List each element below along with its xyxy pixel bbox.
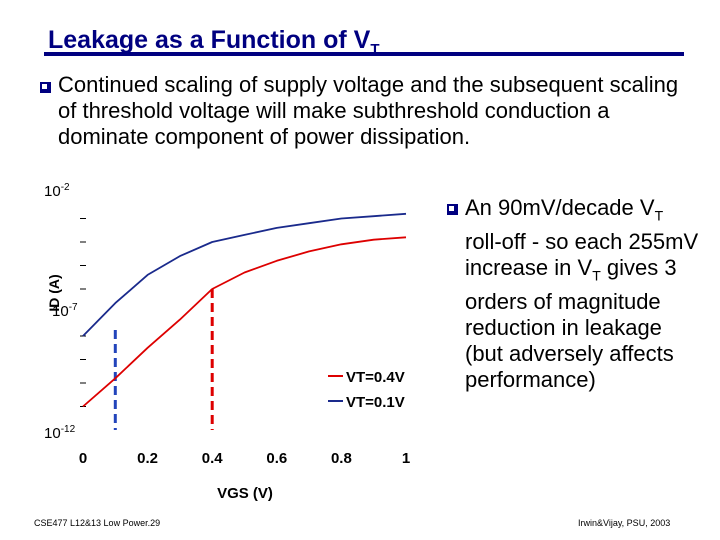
x-axis-tick-labels: 0 0.2 0.4 0.6 0.8 1 — [79, 450, 410, 467]
x-axis-label: VGS (V) — [217, 485, 273, 502]
y-tick-label-bottom: 10-12 — [44, 424, 76, 442]
x-tick-label: 0.8 — [331, 450, 352, 467]
x-tick-label: 0 — [79, 450, 87, 467]
rolloff-text-part3: gives 3 orders of magnitude reduction in… — [465, 254, 677, 392]
x-tick-label: 1 — [402, 450, 410, 467]
chart-series — [82, 212, 407, 408]
bullet-text-scaling: Continued scaling of supply voltage and … — [58, 72, 679, 149]
chart-legend: VT=0.4V VT=0.1V — [322, 358, 414, 413]
footer-credit: Irwin&Vijay, PSU, 2003 — [578, 518, 671, 528]
footer-course-label: CSE477 L12&13 Low Power.29 — [34, 518, 161, 528]
slide-title: Leakage as a Function of VT — [48, 26, 379, 58]
y-axis-label: ID (A) — [46, 274, 62, 311]
title-underline — [44, 52, 684, 56]
rolloff-text-sub1: T — [654, 207, 664, 224]
rolloff-text-part2: roll-off - so each 255mV increase in V — [465, 229, 699, 280]
y-tick-label-mid: 10-7 — [52, 302, 78, 320]
series-line-0 — [82, 236, 407, 408]
slide-title-main: Leakage as a Function of V — [48, 26, 371, 54]
legend-box — [322, 358, 414, 413]
y-axis-minor-ticks — [80, 218, 86, 407]
rolloff-text-sub2: T — [592, 267, 601, 284]
bullet-square-icon — [447, 204, 458, 215]
y-tick-label-top: 10-2 — [44, 182, 70, 200]
legend-label-1: VT=0.1V — [346, 394, 405, 411]
bullet-text-rolloff: An 90mV/decade VT roll-off - so each 255… — [465, 195, 705, 392]
x-tick-label: 0.2 — [137, 450, 158, 467]
vt-markers — [113, 289, 214, 430]
series-line-1 — [82, 212, 407, 337]
slide-title-subscript: T — [370, 41, 380, 58]
rolloff-text-part1: An 90mV/decade V — [465, 195, 655, 220]
x-tick-label: 0.6 — [266, 450, 287, 467]
legend-label-0: VT=0.4V — [346, 369, 405, 386]
bullet-square-icon — [40, 82, 51, 93]
x-tick-label: 0.4 — [202, 450, 224, 467]
